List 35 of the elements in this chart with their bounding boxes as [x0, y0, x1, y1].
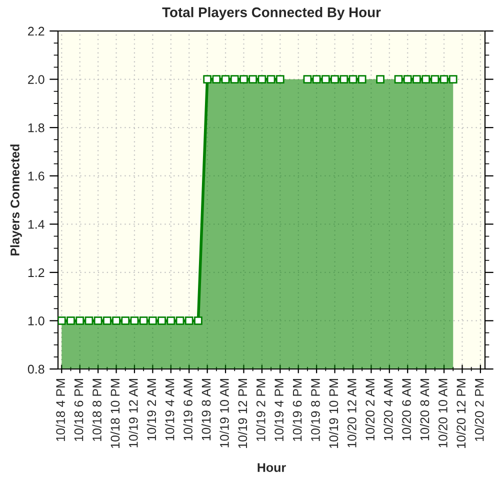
- x-tick-label: 10/19 12 PM: [238, 379, 248, 448]
- x-tick-label: 10/19 8 PM: [310, 379, 320, 441]
- x-tick-label: 10/19 10 PM: [328, 379, 338, 448]
- x-tick-label: 10/19 12 AM: [128, 379, 138, 448]
- y-tick-label: 1.0: [28, 316, 44, 326]
- x-tick-label: 10/18 8 PM: [92, 379, 102, 441]
- y-tick-label: 1.8: [28, 123, 44, 132]
- x-tick-label: 10/19 6 PM: [292, 379, 302, 441]
- x-tick-label: 10/19 10 AM: [220, 379, 229, 448]
- x-tick-label: 10/19 2 AM: [146, 379, 156, 440]
- y-tick-label: 2.0: [28, 75, 44, 84]
- chart-title: Total Players Connected By Hour: [162, 7, 381, 20]
- x-tick-label: 10/20 4 AM: [384, 379, 393, 440]
- y-tick-label: 1.6: [28, 172, 44, 181]
- x-tick-label: 10/20 12 AM: [347, 379, 356, 448]
- x-tick-label: 10/20 12 PM: [456, 379, 466, 448]
- y-axis-title: Players Connected: [10, 144, 22, 256]
- y-tick-label: 2.2: [28, 26, 44, 36]
- x-tick-label: 10/19 4 AM: [165, 379, 174, 440]
- x-axis-title: Hour: [258, 463, 286, 472]
- y-tick-label: 1.2: [28, 268, 44, 277]
- x-tick-label: 10/19 8 AM: [201, 379, 211, 440]
- x-tick-label: 10/19 6 AM: [183, 379, 192, 440]
- x-tick-label: 10/20 8 AM: [420, 379, 430, 440]
- x-tick-label: 10/18 4 PM: [56, 379, 65, 441]
- y-tick-label: 0.8: [28, 364, 44, 374]
- x-tick-label: 10/20 2 PM: [474, 379, 484, 441]
- x-tick-label: 10/19 4 PM: [274, 379, 284, 441]
- x-tick-label: 10/20 2 AM: [365, 379, 375, 440]
- x-tick-label: 10/19 2 PM: [256, 379, 266, 441]
- x-tick-label: 10/18 10 PM: [110, 379, 120, 448]
- x-tick-label: 10/20 6 AM: [402, 379, 411, 440]
- y-tick-label: 1.4: [28, 220, 44, 229]
- x-tick-label: 10/18 6 PM: [74, 379, 84, 441]
- x-tick-label: 10/20 10 AM: [438, 379, 448, 448]
